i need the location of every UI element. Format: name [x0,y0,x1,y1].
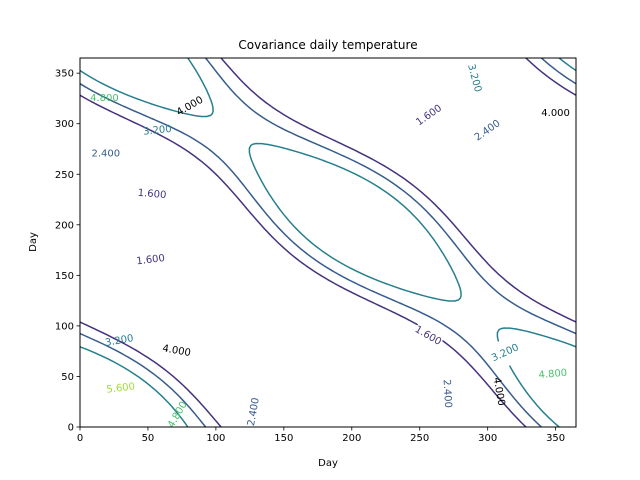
contour-label: 2.400 [441,379,453,408]
y-tick-label: 100 [55,321,74,332]
y-axis-title: Day [28,232,39,252]
contour-label: 1.600 [136,253,166,267]
contour-line-1-6 [80,58,576,427]
y-tick-label: 0 [68,423,74,434]
chart-title: Covariance daily temperature [238,38,417,52]
contour-label: 4.000 [541,108,570,119]
x-tick-label: 350 [546,433,565,444]
contour-lines [80,58,576,427]
contour-label: 4.000 [161,343,191,359]
contour-label: 1.600 [414,103,444,128]
x-axis-title: Day [318,458,338,469]
contour-label: 4.800 [90,93,119,104]
x-tick-label: 150 [274,433,293,444]
contour-label: 3.200 [490,342,521,364]
x-tick-label: 50 [142,433,155,444]
plot-frame [79,57,577,428]
contour-label: 3.200 [143,124,173,138]
contour-label: 1.600 [413,324,443,348]
x-tick-label: 200 [342,433,361,444]
contour-label: 3.200 [465,63,483,94]
x-tick-label: 250 [410,433,429,444]
contour-label: 2.400 [91,149,120,160]
contour-label: 1.600 [137,188,166,201]
y-tick-label: 50 [61,372,74,383]
contour-line-2-4 [80,58,576,427]
x-tick-label: 100 [206,433,225,444]
y-tick-label: 250 [55,170,74,181]
y-tick-label: 150 [55,271,74,282]
contour-line-3-2 [80,58,576,427]
x-tick-label: 300 [478,433,497,444]
x-axis: 0 50 100 150 200 250 300 350 [77,427,565,444]
contour-label: 3.200 [104,333,134,349]
y-tick-label: 350 [55,69,74,80]
contour-label: 4.800 [538,368,567,381]
y-tick-label: 300 [55,119,74,130]
contour-line-4 [80,58,576,427]
contour-label: 4.000 [491,377,507,407]
x-tick-label: 0 [77,433,83,444]
contour-label: 2.400 [246,397,262,427]
contour-label: 5.600 [106,381,136,395]
y-tick-label: 200 [55,220,74,231]
y-axis: 0 50 100 150 200 250 300 350 [55,69,80,434]
contour-label: 2.400 [473,118,503,143]
contour-labels: 1.600 1.600 1.600 1.600 2.400 2.400 2.400 2.400… [90,63,570,430]
